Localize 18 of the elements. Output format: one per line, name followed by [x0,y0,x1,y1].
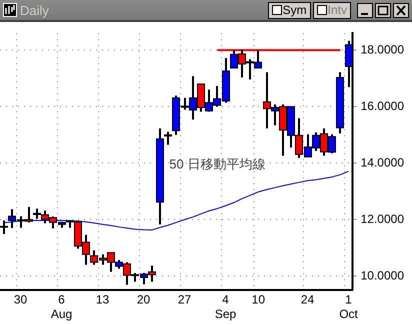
y-tick-label: 16.0000 [360,98,404,113]
x-tick-label: 1 Oct [339,292,359,322]
text: Sym [268,2,311,18]
x-tick-label: 4 Sep [214,292,237,322]
text: Intv [312,2,351,18]
x-tick-label: 6 Aug [50,292,72,322]
x-tick-label: 30 [14,292,28,307]
x-tick-label: 10 [252,292,266,307]
x-tick-label: 20 [136,292,151,307]
x-tick-label: 13 [96,292,110,307]
y-tick-label: 10.0000 [360,268,404,282]
x-tick-label: 24 [300,292,315,307]
chart-title: Daily [20,2,50,18]
y-tick-label: 12.0000 [360,212,404,226]
x-tick-label: 27 [178,292,192,307]
series-label: 50 日移動平均線 [169,156,266,172]
y-tick-label: 14.0000 [360,155,404,170]
y-tick-label: 18.0000 [360,42,404,56]
